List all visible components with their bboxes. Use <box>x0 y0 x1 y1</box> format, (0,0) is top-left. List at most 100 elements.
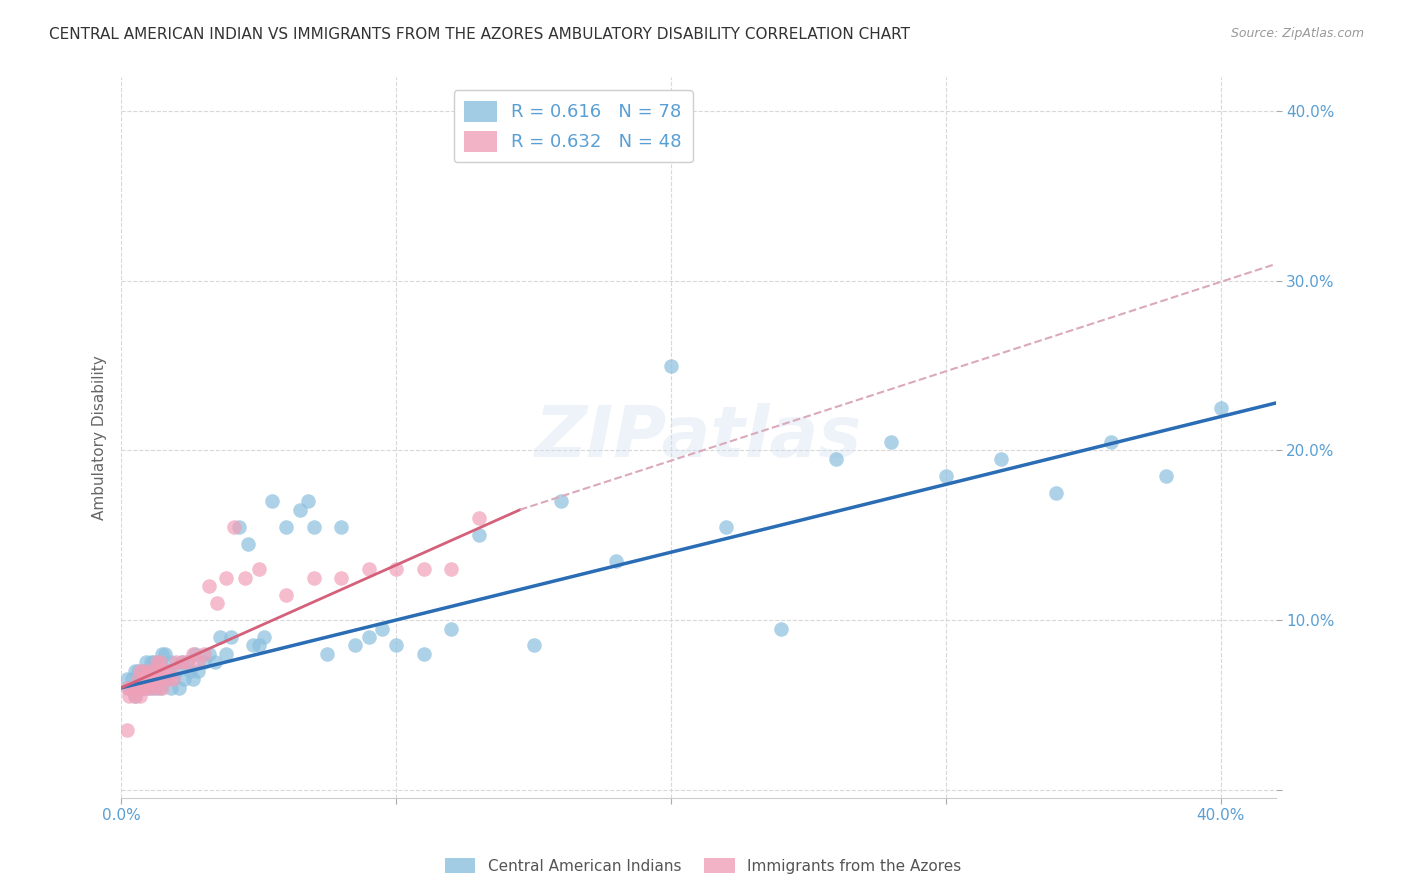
Point <box>153 647 176 661</box>
Point <box>825 452 848 467</box>
Point <box>170 656 193 670</box>
Point <box>193 656 215 670</box>
Point <box>146 681 169 695</box>
Point <box>132 673 155 687</box>
Point <box>152 647 174 661</box>
Point <box>138 673 160 687</box>
Point <box>143 656 166 670</box>
Point <box>149 673 172 687</box>
Text: Source: ZipAtlas.com: Source: ZipAtlas.com <box>1230 27 1364 40</box>
Legend: Central American Indians, Immigrants from the Azores: Central American Indians, Immigrants fro… <box>439 852 967 880</box>
Point <box>138 664 160 678</box>
Point <box>440 562 463 576</box>
Point <box>659 359 682 373</box>
Point <box>143 673 166 687</box>
Point <box>187 656 209 670</box>
Point <box>181 673 204 687</box>
Point <box>159 681 181 695</box>
Point <box>170 656 193 670</box>
Point <box>167 681 190 695</box>
Point <box>127 681 149 695</box>
Point <box>184 647 207 661</box>
Point <box>769 622 792 636</box>
Point <box>316 647 339 661</box>
Point <box>153 673 176 687</box>
Point <box>198 579 221 593</box>
Point <box>149 656 172 670</box>
Point <box>330 520 353 534</box>
Point <box>209 630 232 644</box>
Point <box>714 520 737 534</box>
Point <box>990 452 1012 467</box>
Point <box>247 562 270 576</box>
Point <box>141 673 163 687</box>
Point <box>156 664 179 678</box>
Point <box>135 681 157 695</box>
Point <box>132 664 155 678</box>
Point <box>129 690 152 704</box>
Point <box>115 681 138 695</box>
Point <box>156 673 179 687</box>
Text: ZIPatlas: ZIPatlas <box>534 403 862 472</box>
Point <box>288 503 311 517</box>
Point <box>138 681 160 695</box>
Point <box>124 690 146 704</box>
Point <box>176 656 198 670</box>
Point <box>135 681 157 695</box>
Point <box>115 673 138 687</box>
Point <box>162 673 184 687</box>
Point <box>219 630 242 644</box>
Legend: R = 0.616   N = 78, R = 0.632   N = 48: R = 0.616 N = 78, R = 0.632 N = 48 <box>454 90 693 162</box>
Y-axis label: Ambulatory Disability: Ambulatory Disability <box>93 355 107 520</box>
Point <box>371 622 394 636</box>
Point <box>146 673 169 687</box>
Point <box>550 494 572 508</box>
Point <box>162 673 184 687</box>
Point <box>124 664 146 678</box>
Point <box>467 511 489 525</box>
Point <box>412 647 434 661</box>
Point <box>173 673 195 687</box>
Text: CENTRAL AMERICAN INDIAN VS IMMIGRANTS FROM THE AZORES AMBULATORY DISABILITY CORR: CENTRAL AMERICAN INDIAN VS IMMIGRANTS FR… <box>49 27 910 42</box>
Point <box>1154 469 1177 483</box>
Point <box>207 596 229 610</box>
Point <box>149 656 172 670</box>
Point <box>118 681 141 695</box>
Point <box>187 664 209 678</box>
Point <box>467 528 489 542</box>
Point <box>198 647 221 661</box>
Point <box>152 681 174 695</box>
Point <box>385 562 408 576</box>
Point <box>215 571 238 585</box>
Point <box>605 554 627 568</box>
Point <box>935 469 957 483</box>
Point <box>412 562 434 576</box>
Point <box>152 664 174 678</box>
Point <box>253 630 276 644</box>
Point <box>215 647 238 661</box>
Point <box>121 673 143 687</box>
Point <box>357 630 380 644</box>
Point <box>127 681 149 695</box>
Point <box>204 656 226 670</box>
Point <box>276 520 298 534</box>
Point <box>233 571 256 585</box>
Point <box>523 639 546 653</box>
Point <box>141 673 163 687</box>
Point <box>242 639 264 653</box>
Point <box>143 681 166 695</box>
Point <box>115 723 138 738</box>
Point <box>179 664 201 678</box>
Point <box>127 673 149 687</box>
Point <box>135 656 157 670</box>
Point <box>127 664 149 678</box>
Point <box>129 681 152 695</box>
Point <box>129 664 152 678</box>
Point <box>302 571 325 585</box>
Point <box>228 520 250 534</box>
Point <box>302 520 325 534</box>
Point <box>165 664 187 678</box>
Point <box>357 562 380 576</box>
Point <box>193 647 215 661</box>
Point <box>149 681 172 695</box>
